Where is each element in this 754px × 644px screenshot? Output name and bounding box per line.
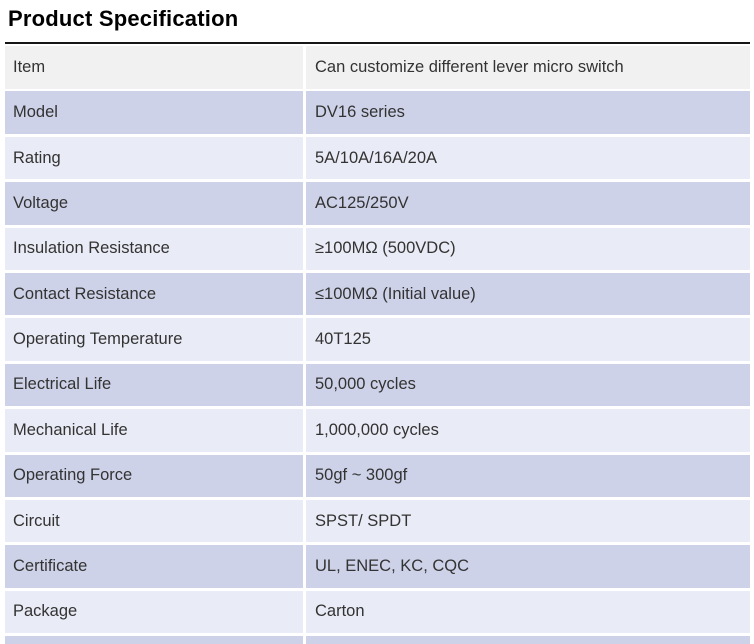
spec-value: 50gf ~ 300gf <box>306 454 750 498</box>
spec-label: Model <box>5 91 303 134</box>
spec-value: 5A/10A/16A/20A <box>306 136 750 180</box>
page-title: Product Specification <box>8 6 239 31</box>
table-row <box>5 636 750 644</box>
spec-value: ≤100MΩ (Initial value) <box>306 272 750 316</box>
table-row: Circuit SPST/ SPDT <box>5 499 750 543</box>
spec-label: Item <box>5 46 303 89</box>
table-row: Mechanical Life 1,000,000 cycles <box>5 409 750 452</box>
spec-label: Operating Temperature <box>5 318 303 361</box>
spec-label: Certificate <box>5 545 303 588</box>
table-row: Package Carton <box>5 590 750 634</box>
spec-value: SPST/ SPDT <box>306 499 750 543</box>
spec-label: Electrical Life <box>5 363 303 407</box>
spec-label: Package <box>5 590 303 634</box>
spec-label: Insulation Resistance <box>5 227 303 271</box>
spec-value: DV16 series <box>306 91 750 134</box>
table-row: Electrical Life 50,000 cycles <box>5 363 750 407</box>
table-row: Contact Resistance ≤100MΩ (Initial value… <box>5 272 750 316</box>
spec-value <box>306 636 750 644</box>
spec-label: Contact Resistance <box>5 272 303 316</box>
table-row: Insulation Resistance ≥100MΩ (500VDC) <box>5 227 750 271</box>
table-row: Voltage AC125/250V <box>5 182 750 225</box>
spec-label: Operating Force <box>5 454 303 498</box>
spec-value: ≥100MΩ (500VDC) <box>306 227 750 271</box>
spec-label: Circuit <box>5 499 303 543</box>
spec-value: 40T125 <box>306 318 750 361</box>
spec-label <box>5 636 303 644</box>
table-row: Rating 5A/10A/16A/20A <box>5 136 750 180</box>
spec-value: 50,000 cycles <box>306 363 750 407</box>
table-row: Certificate UL, ENEC, KC, CQC <box>5 545 750 588</box>
table-row: Model DV16 series <box>5 91 750 134</box>
spec-value: Carton <box>306 590 750 634</box>
spec-value: Can customize different lever micro swit… <box>306 46 750 89</box>
table-row: Item Can customize different lever micro… <box>5 46 750 89</box>
spec-label: Voltage <box>5 182 303 225</box>
spec-value: 1,000,000 cycles <box>306 409 750 452</box>
table-row: Operating Temperature 40T125 <box>5 318 750 361</box>
table-row: Operating Force 50gf ~ 300gf <box>5 454 750 498</box>
spec-value: AC125/250V <box>306 182 750 225</box>
spec-table: Item Can customize different lever micro… <box>5 42 750 644</box>
spec-label: Mechanical Life <box>5 409 303 452</box>
spec-value: UL, ENEC, KC, CQC <box>306 545 750 588</box>
spec-label: Rating <box>5 136 303 180</box>
